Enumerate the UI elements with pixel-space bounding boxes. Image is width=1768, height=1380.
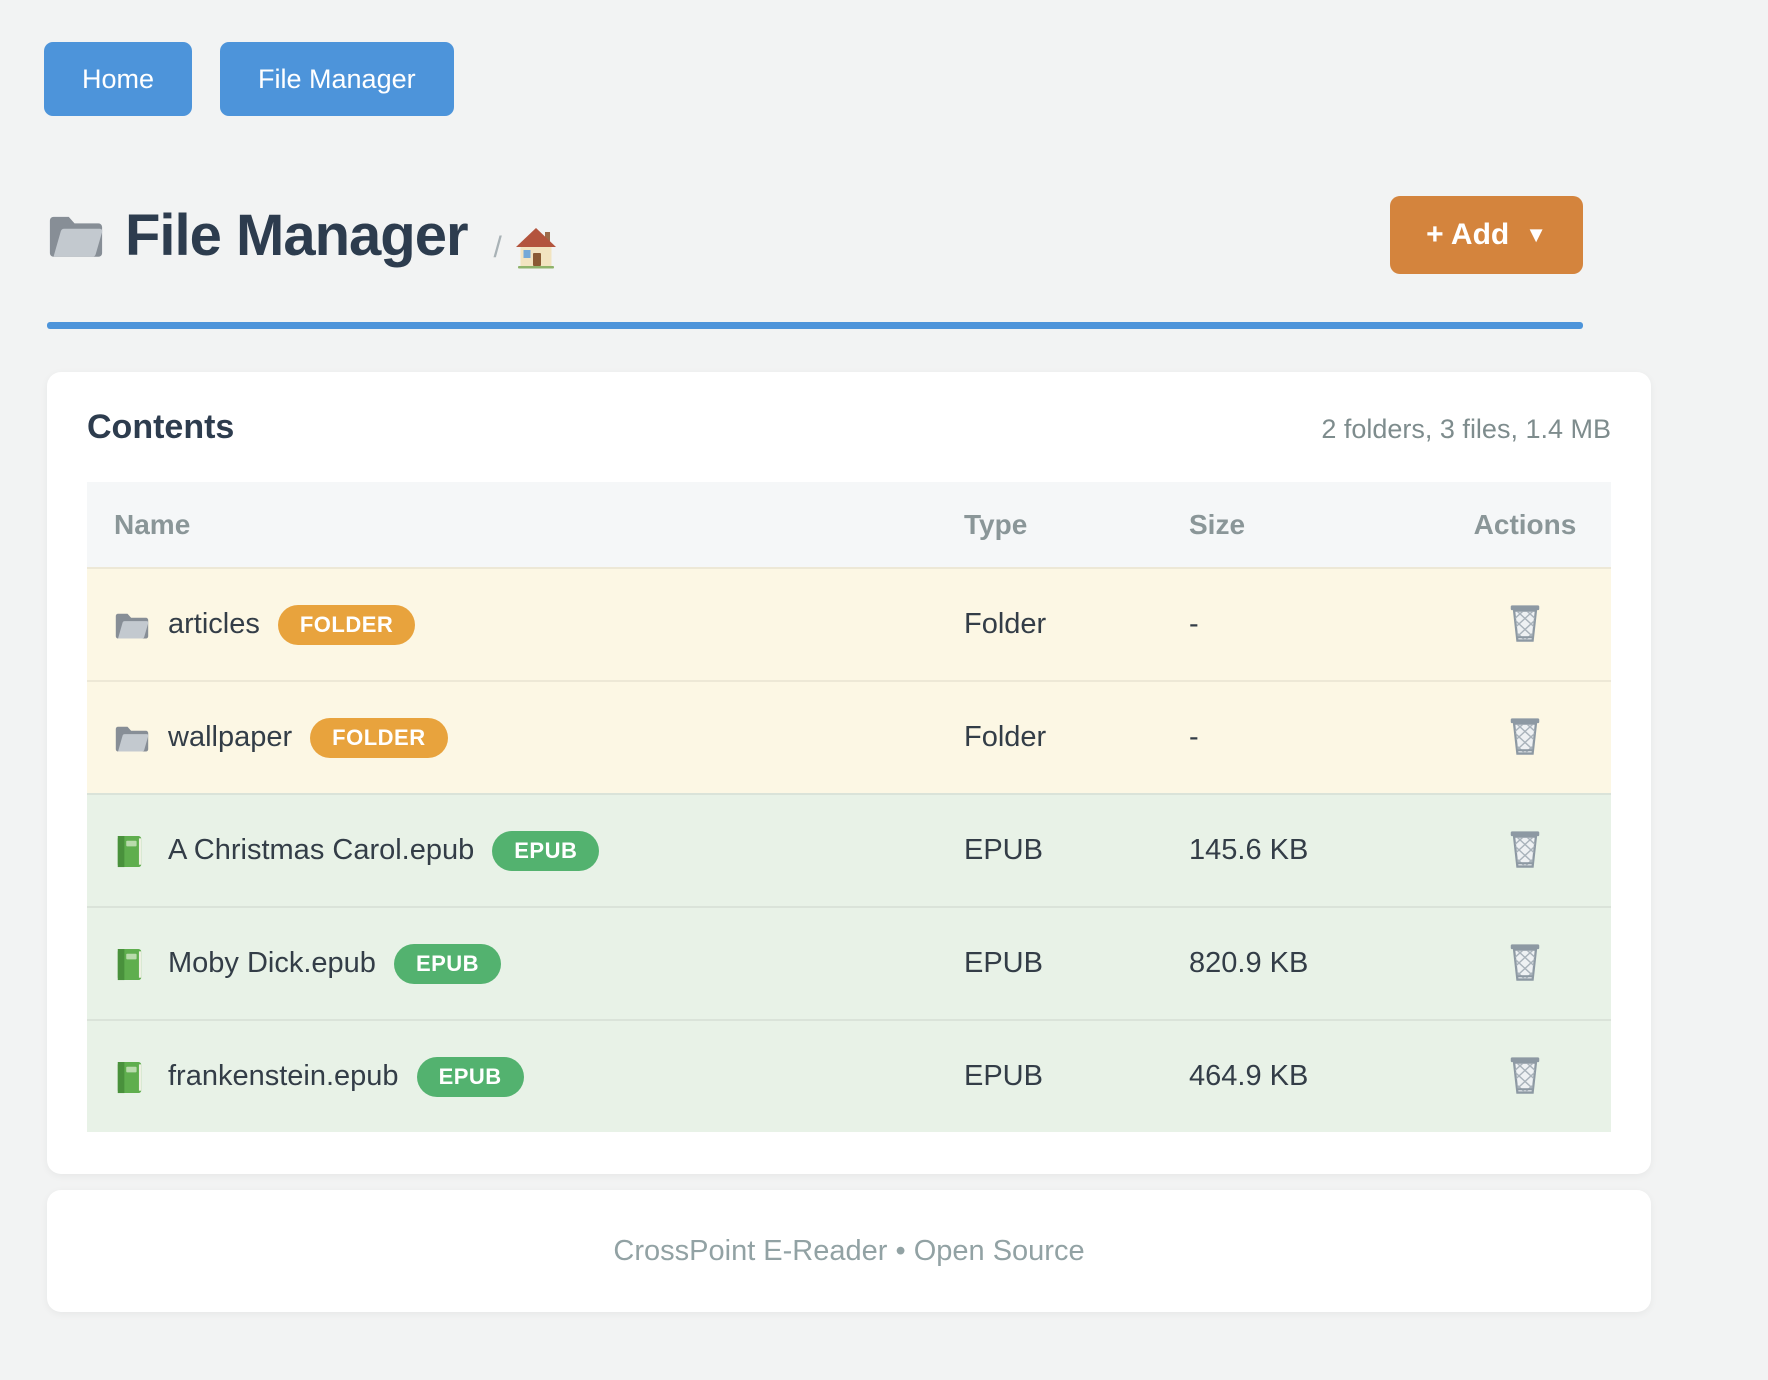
green-book-icon [114,834,150,868]
delete-button[interactable] [1506,1054,1544,1099]
file-type-badge: FOLDER [310,717,448,758]
file-name-cell[interactable]: frankenstein.epub EPUB [87,1056,964,1097]
page-header: File Manager / + Add ▼ [47,189,1583,281]
home-icon[interactable] [514,227,558,269]
file-type-badge: EPUB [416,1056,524,1097]
add-button-label: + Add [1426,218,1510,251]
file-size: 820.9 KB [1189,947,1309,979]
trash-icon [1506,828,1544,873]
column-header-name: Name [114,508,191,540]
trash-icon [1506,715,1544,760]
page-title: File Manager [125,202,469,268]
file-table-header: Name Type Size Actions [87,482,1611,567]
delete-button[interactable] [1506,602,1544,647]
file-type: EPUB [964,947,1043,979]
file-type: EPUB [964,834,1043,866]
file-table-body: articles FOLDER Folder - [87,567,1611,1132]
folder-icon [114,721,150,755]
title-group: File Manager / [47,201,558,269]
green-book-icon [114,1060,150,1094]
file-name[interactable]: A Christmas Carol.epub [168,834,475,866]
column-header-actions: Actions [1473,508,1577,540]
file-size: - [1189,721,1199,753]
column-header-size: Size [1189,508,1246,540]
top-nav: Home File Manager [44,42,454,116]
delete-button[interactable] [1506,828,1544,873]
file-name[interactable]: frankenstein.epub [168,1060,399,1092]
file-size: 464.9 KB [1189,1060,1309,1092]
trash-icon [1506,602,1544,647]
contents-card: Contents 2 folders, 3 files, 1.4 MB Name… [47,372,1651,1174]
file-type-badge: FOLDER [277,604,416,645]
file-actions-cell [1439,602,1611,647]
file-name[interactable]: articles [168,608,260,640]
column-header-type: Type [964,508,1028,540]
green-book-icon [114,947,150,981]
contents-card-header: Contents 2 folders, 3 files, 1.4 MB [87,408,1611,458]
table-row: frankenstein.epub EPUB EPUB 464.9 KB [87,1019,1611,1132]
file-table: Name Type Size Actions [87,482,1611,1132]
breadcrumb-separator: / [493,231,502,264]
trash-icon [1506,1054,1544,1099]
file-name-cell[interactable]: articles FOLDER [87,604,964,645]
add-button[interactable]: + Add ▼ [1390,196,1583,274]
contents-title: Contents [87,408,235,446]
file-type: Folder [964,721,1047,753]
nav-home-button[interactable]: Home [44,42,193,116]
file-name-cell[interactable]: Moby Dick.epub EPUB [87,943,964,984]
file-actions-cell [1439,828,1611,873]
header-rule [47,322,1583,329]
file-size: - [1189,608,1199,640]
file-type: EPUB [964,1060,1043,1092]
file-name[interactable]: Moby Dick.epub [168,947,376,979]
file-type-badge: EPUB [492,830,600,871]
file-name-cell[interactable]: A Christmas Carol.epub EPUB [87,830,964,871]
contents-summary: 2 folders, 3 files, 1.4 MB [1321,414,1611,444]
file-type-badge: EPUB [393,943,502,984]
chevron-down-icon: ▼ [1525,222,1547,247]
file-name-cell[interactable]: wallpaper FOLDER [87,717,964,758]
trash-icon [1506,941,1544,986]
file-actions-cell [1439,1054,1611,1099]
table-row: A Christmas Carol.epub EPUB EPUB 145.6 K… [87,793,1611,906]
file-type: Folder [964,608,1047,640]
file-size: 145.6 KB [1189,834,1309,866]
table-row: wallpaper FOLDER Folder - [87,680,1611,793]
file-actions-cell [1439,941,1611,986]
breadcrumb: / [494,227,558,269]
folder-icon [47,210,105,260]
table-row: articles FOLDER Folder - [87,567,1611,680]
file-name[interactable]: wallpaper [168,721,293,753]
folder-icon [114,608,150,642]
table-row: Moby Dick.epub EPUB EPUB 820.9 KB [87,906,1611,1019]
footer: CrossPoint E-Reader • Open Source [47,1190,1651,1312]
file-actions-cell [1439,715,1611,760]
nav-file-manager-button[interactable]: File Manager [220,42,454,116]
footer-text: CrossPoint E-Reader • Open Source [613,1234,1085,1267]
delete-button[interactable] [1506,715,1544,760]
delete-button[interactable] [1506,941,1544,986]
